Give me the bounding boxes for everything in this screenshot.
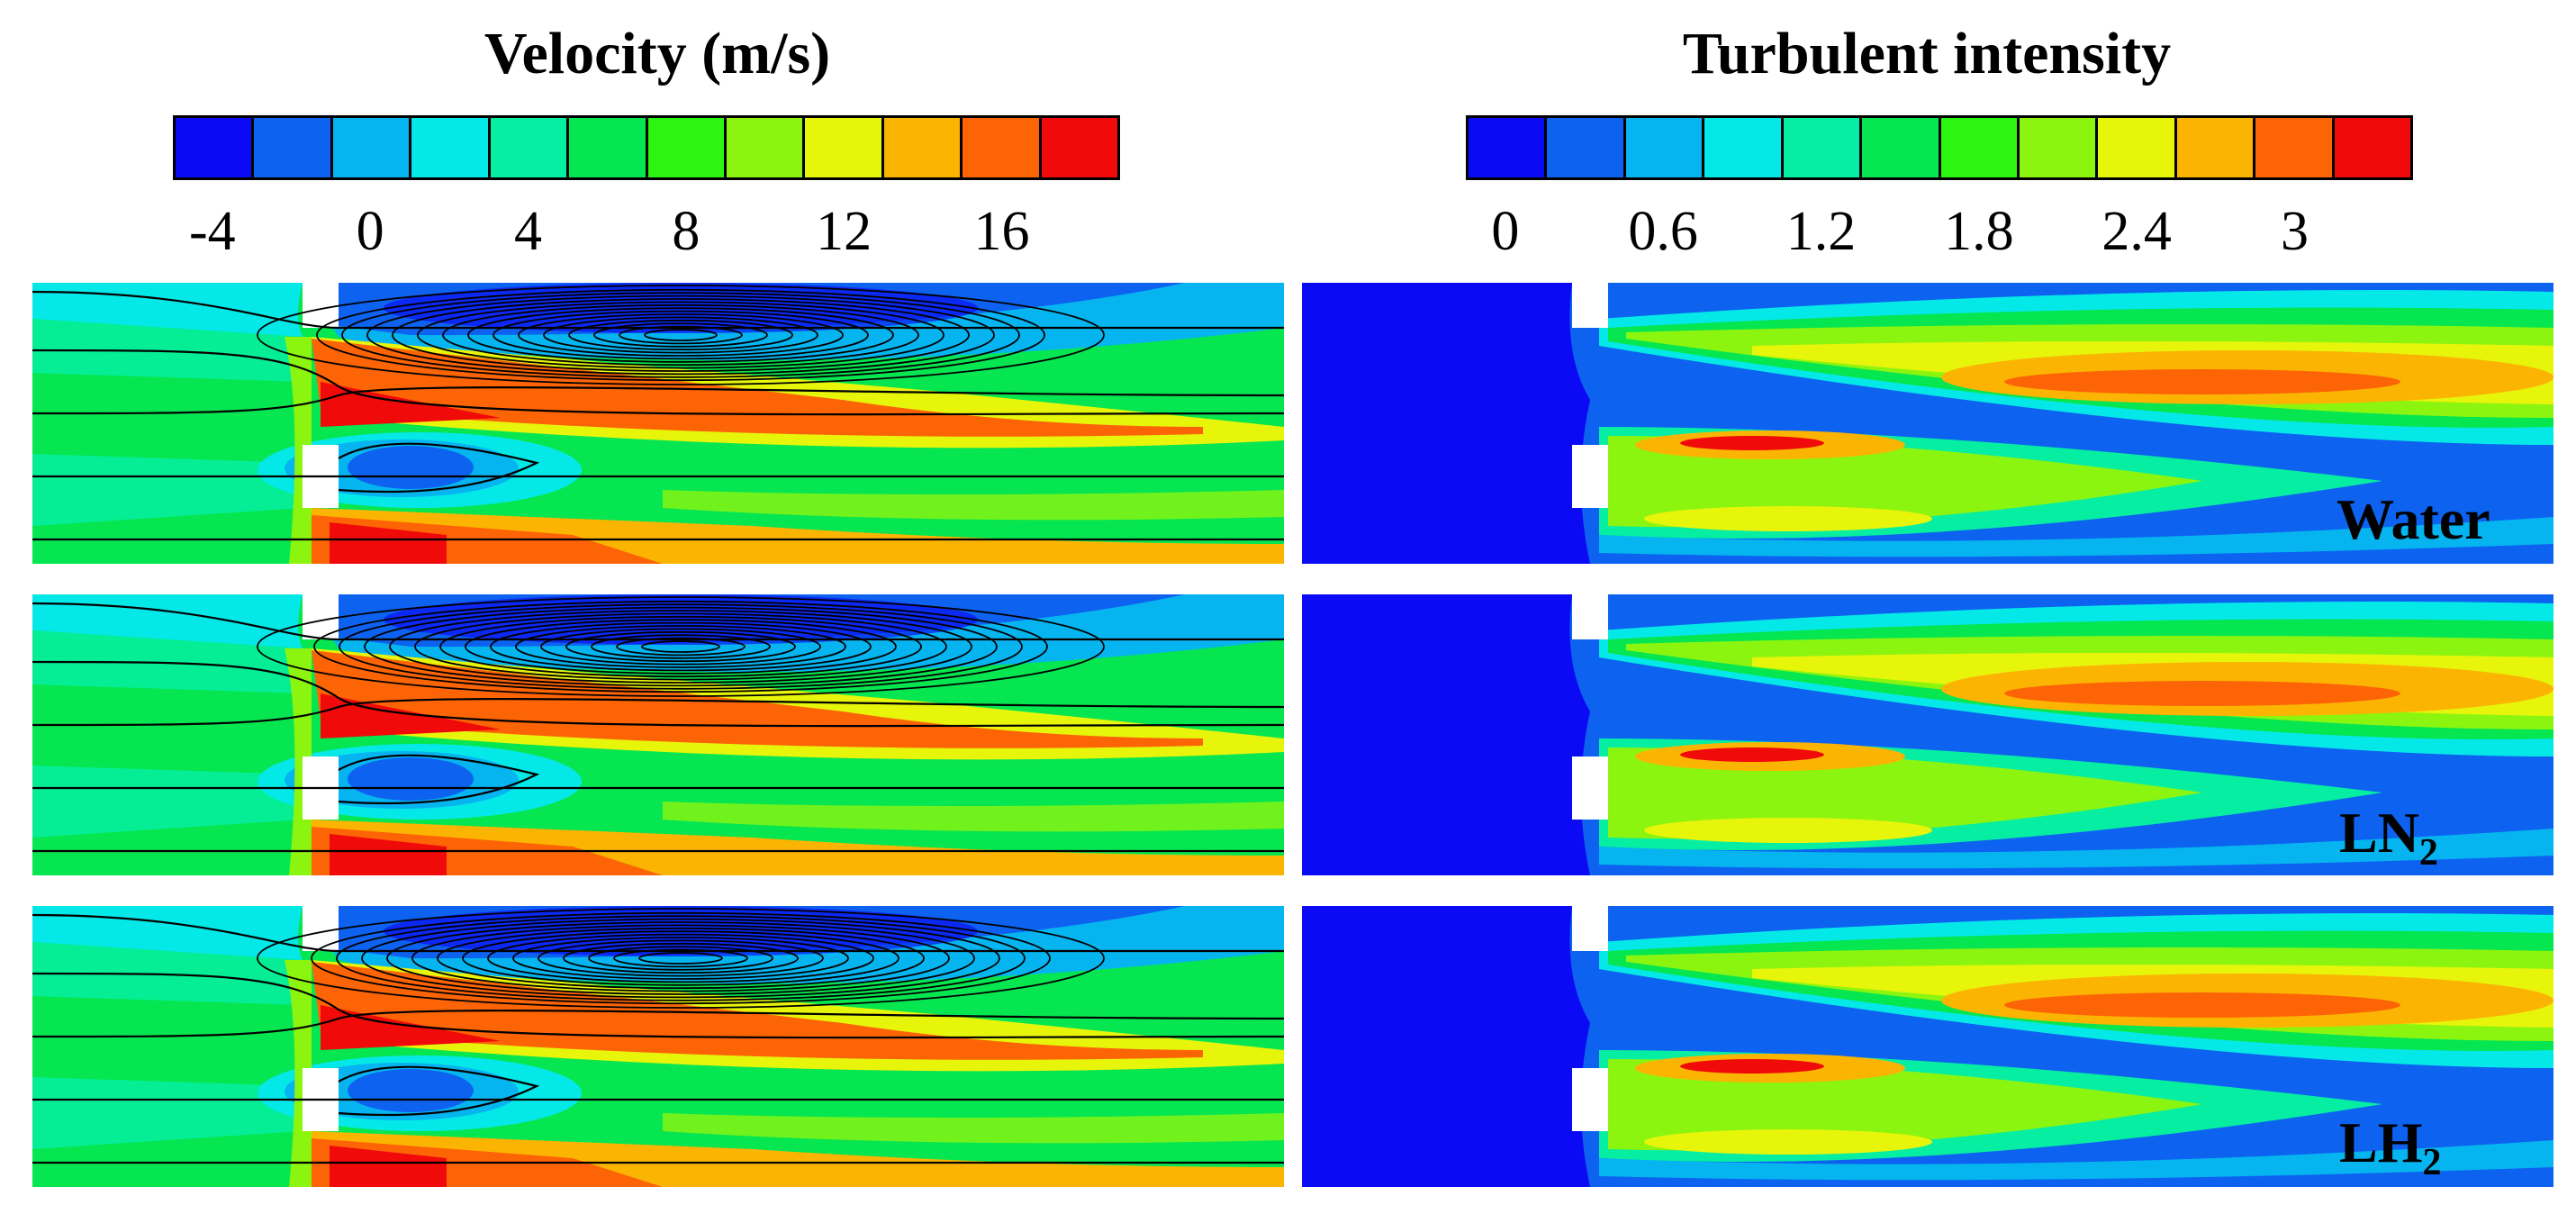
turbulence-colorbar-cell (1625, 118, 1705, 177)
velocity-colorbar-cell (490, 118, 570, 177)
velocity-colorbar-ticks: -4 0 4 8 12 16 (173, 200, 1120, 263)
velocity-colorbar-cell (883, 118, 963, 177)
velocity-colorbar-cell (176, 118, 255, 177)
velocity-colorbar-cell (332, 118, 412, 177)
velocity-tick-label: 16 (973, 201, 1030, 262)
velocity-colorbar-cell (411, 118, 491, 177)
case-label-lh2: LH2 (2339, 1110, 2442, 1183)
turbulence-colorbar-ticks: 0 0.6 1.2 1.8 2.4 3 (1466, 200, 2413, 263)
turbulence-tick-label: 0 (1491, 201, 1520, 262)
turbulence-colorbar-cell (2098, 118, 2177, 177)
turbulence-colorbar-cell (1704, 118, 1784, 177)
turbulence-colorbar (1466, 115, 2413, 180)
turbulence-contour-water (1302, 283, 2553, 564)
velocity-colorbar-title: Velocity (m/s) (484, 21, 831, 86)
velocity-contour-water (32, 283, 1284, 564)
velocity-colorbar (173, 115, 1120, 180)
turbulence-contour-lh2 (1302, 906, 2553, 1187)
velocity-colorbar-cell (647, 118, 727, 177)
turbulence-colorbar-cell (1940, 118, 2020, 177)
turbulence-tick-label: 1.8 (1944, 201, 2014, 262)
turbulence-colorbar-cell (2019, 118, 2099, 177)
velocity-colorbar-cell (1041, 118, 1118, 177)
case-label-ln2: LN2 (2339, 801, 2438, 874)
turbulence-colorbar-cell (1783, 118, 1863, 177)
velocity-tick-label: 8 (672, 201, 700, 262)
velocity-colorbar-cell (254, 118, 333, 177)
turbulence-contour-ln2 (1302, 594, 2553, 875)
velocity-contour-ln2 (32, 594, 1284, 875)
velocity-tick-label: -4 (189, 201, 236, 262)
turbulence-colorbar-cell (1547, 118, 1626, 177)
case-label-water: Water (2336, 487, 2490, 551)
upper-block (303, 906, 339, 951)
velocity-tick-label: 4 (514, 201, 542, 262)
velocity-colorbar-cell (726, 118, 806, 177)
turbulence-tick-label: 1.2 (1785, 201, 1857, 262)
turbulence-colorbar-cell (1469, 118, 1548, 177)
turbulence-tick-label: 3 (2281, 201, 2309, 262)
turbulence-tick-label: 0.6 (1628, 201, 1698, 262)
turbulence-colorbar-cell (2334, 118, 2411, 177)
turbulence-tick-label: 2.4 (2101, 201, 2172, 262)
velocity-contour-lh2 (32, 906, 1284, 1187)
turbulence-colorbar-cell (2255, 118, 2335, 177)
turbulence-colorbar-cell (1862, 118, 1941, 177)
upper-block (303, 283, 339, 328)
velocity-tick-label: 0 (356, 201, 384, 262)
turbulence-colorbar-title: Turbulent intensity (1682, 21, 2172, 86)
velocity-colorbar-cell (805, 118, 884, 177)
turbulence-colorbar-cell (2176, 118, 2256, 177)
velocity-colorbar-cell (569, 118, 648, 177)
velocity-colorbar-cell (963, 118, 1042, 177)
velocity-tick-label: 12 (816, 201, 872, 262)
